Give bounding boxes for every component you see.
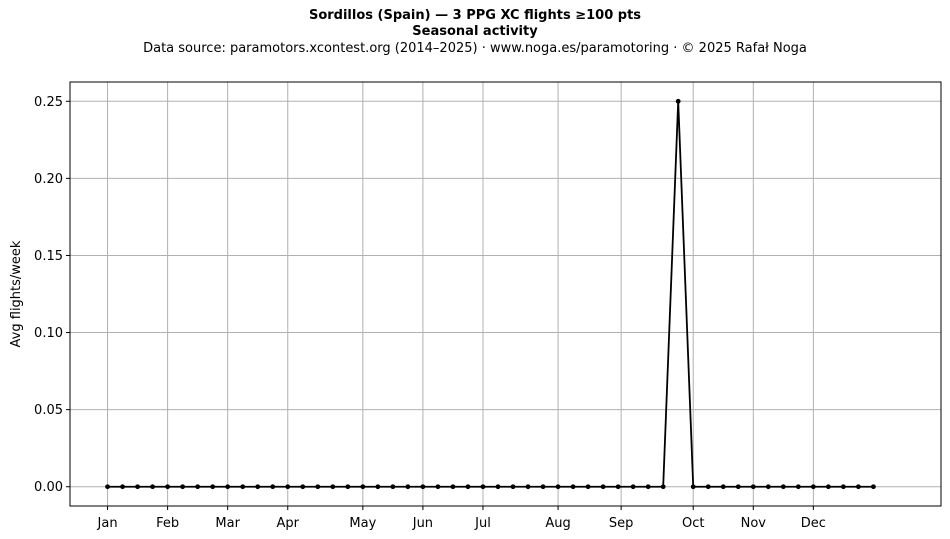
data-point	[270, 484, 276, 490]
x-tick-label: Nov	[741, 516, 767, 531]
data-source-note: Data source: paramotors.xcontest.org (20…	[143, 41, 807, 56]
data-point	[120, 484, 125, 490]
x-tick-label: Sep	[609, 516, 634, 531]
data-point	[510, 484, 516, 490]
data-point	[645, 484, 651, 490]
data-point	[315, 484, 321, 490]
x-tick-label: Jan	[97, 516, 118, 531]
data-point	[840, 484, 846, 490]
data-point	[210, 484, 216, 490]
data-point	[135, 484, 140, 490]
data-point	[465, 484, 471, 490]
y-tick-label: 0.15	[34, 249, 63, 264]
x-tick-label: Apr	[277, 516, 300, 531]
chart-header: Sordillos (Spain) — 3 PPG XC flights ≥10…	[0, 8, 950, 58]
data-point	[360, 484, 366, 490]
data-point	[750, 484, 756, 490]
data-point	[435, 484, 441, 490]
x-tick-label: Dec	[801, 516, 826, 531]
data-point	[871, 484, 876, 490]
y-tick-label: 0.25	[34, 95, 63, 110]
data-point	[585, 484, 591, 490]
x-axis: Jan Feb Mar Apr May Jun Jul Aug Sep Oct Nov Dec	[97, 506, 826, 531]
grid-lines	[70, 82, 941, 506]
data-point	[540, 484, 546, 490]
chart-subtitle: Seasonal activity	[412, 24, 538, 39]
data-point	[660, 484, 666, 490]
data-point	[225, 484, 231, 490]
data-point	[450, 484, 456, 490]
x-tick-label: Mar	[215, 516, 240, 531]
data-point	[690, 484, 696, 490]
data-point	[765, 484, 771, 490]
y-tick-label: 0.10	[34, 326, 63, 341]
data-point	[615, 484, 621, 490]
data-point	[780, 484, 786, 490]
data-point	[405, 484, 411, 490]
data-point	[480, 484, 486, 490]
data-point	[675, 98, 681, 104]
data-point	[570, 484, 576, 490]
data-point	[420, 484, 426, 490]
data-point	[630, 484, 636, 490]
data-point	[240, 484, 246, 490]
series-line	[107, 100, 874, 488]
data-point	[495, 484, 501, 490]
data-point	[105, 484, 110, 490]
x-tick-label: May	[349, 516, 376, 531]
series-layer	[105, 98, 876, 490]
data-point	[255, 484, 261, 490]
data-point	[375, 484, 381, 490]
data-point	[555, 484, 561, 490]
data-point	[705, 484, 711, 490]
chart-title: Sordillos (Spain) — 3 PPG XC flights ≥10…	[308, 8, 642, 23]
x-tick-label: Jun	[412, 516, 433, 531]
y-axis: 0.00 0.05 0.10 0.15 0.20 0.25	[34, 95, 70, 495]
x-tick-label: Jul	[474, 516, 491, 531]
y-tick-label: 0.00	[34, 480, 63, 495]
data-point	[810, 484, 816, 490]
data-point	[165, 484, 171, 490]
data-point	[795, 484, 801, 490]
data-point	[525, 484, 531, 490]
y-tick-label: 0.20	[34, 172, 63, 187]
data-point	[720, 484, 726, 490]
x-tick-label: Oct	[682, 516, 704, 531]
y-tick-label: 0.05	[34, 403, 63, 418]
x-tick-label: Aug	[545, 516, 570, 531]
data-point	[300, 484, 306, 490]
x-tick-label: Feb	[156, 516, 179, 531]
data-point	[195, 484, 201, 490]
data-point	[390, 484, 396, 490]
data-point	[735, 484, 741, 490]
data-point	[330, 484, 336, 490]
data-point	[825, 484, 831, 490]
data-point	[180, 484, 186, 490]
data-point	[345, 484, 351, 490]
data-point	[150, 484, 155, 490]
plot-frame	[69, 81, 942, 507]
data-point	[600, 484, 606, 490]
data-point	[285, 484, 291, 490]
y-axis-label: Avg flights/week	[9, 240, 24, 347]
data-point	[856, 484, 861, 490]
